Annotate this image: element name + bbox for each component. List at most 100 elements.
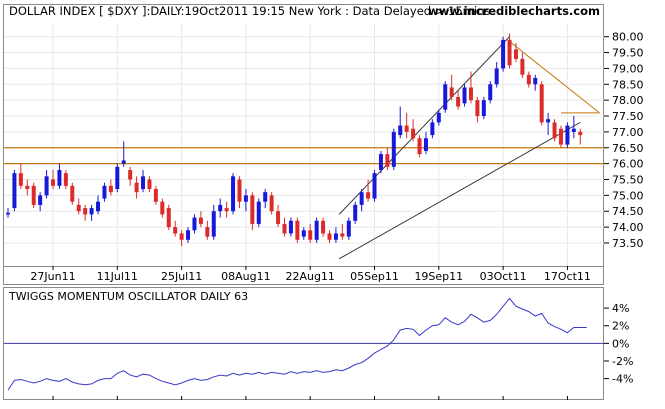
candle-body-down [468,87,473,101]
candle-body-down [160,201,165,215]
candle-body-down [198,217,203,224]
candle-body-up [102,185,107,199]
candle-body-up [481,100,486,117]
candle [128,166,133,186]
candle [346,217,351,240]
candle [263,189,268,209]
candle-body-down [366,192,371,199]
candle-body-up [89,208,94,215]
candle [76,198,81,215]
candle [38,192,43,212]
candle-body-up [423,138,428,151]
candle [51,169,56,190]
candle-body-up [462,87,467,104]
candle-body-down [552,122,557,139]
x-tick-label: 05Sep11 [350,270,399,283]
candle-body-down [417,138,422,155]
candle-body-down [308,230,313,240]
oscillator-series [4,297,604,391]
candle [372,169,377,202]
chart-title: DOLLAR INDEX [ $DXY ]:DAILY:19Oct2011 19… [9,4,490,18]
candle [218,198,223,218]
candle-body-down [282,223,287,234]
candle [565,122,570,148]
candle [378,150,383,174]
candle [102,182,107,202]
candle-body-down [520,58,525,75]
candle-body-down [404,125,409,132]
candle-body-down [224,208,229,212]
candle-body-down [558,128,563,145]
price-yaxis: 80.00 79.50 79.00 78.50 78.00 77.50 77.00 76.50… [604,31,644,250]
candle [166,204,171,231]
candle-body-up [263,192,268,202]
price-tick-label: 78.00 [612,94,644,107]
candle [250,192,255,231]
candle-body-up [243,195,248,202]
candle [179,230,184,247]
osc-tick-label: -4% [612,373,633,386]
candle [141,169,146,193]
price-tick-label: 76.00 [612,158,644,171]
candle-body-up [398,125,403,136]
candle [256,198,261,228]
candle [70,182,75,205]
candle [417,135,422,158]
candle-body-down [578,131,583,136]
candle-body-up [346,220,351,237]
candle-body-up [288,220,293,234]
candle [147,176,152,193]
candle [89,204,94,221]
candlesticks [6,33,583,247]
trendline-line [509,41,600,114]
candle-body-down [18,173,23,186]
candle-body-up [231,176,236,212]
candle-body-up [501,39,506,69]
candle [57,163,62,190]
candle [494,62,499,88]
candle-body-down [63,173,68,186]
candle-body-up [6,212,10,215]
osc-tick-label: 4% [612,302,629,315]
price-tick-label: 77.50 [612,110,644,123]
candle-body-down [295,220,300,240]
price-tick-label: 73.50 [612,237,644,250]
candle [269,192,274,215]
candle [231,173,236,215]
candle [333,227,338,243]
candle-body-up [391,131,396,167]
candle-body-down [321,220,326,234]
candle-body-down [276,211,281,224]
candle-body-up [314,220,319,240]
candle [353,201,358,224]
oscillator-title: TWIGGS MOMENTUM OSCILLATOR DAILY 63 [8,290,248,303]
candle [96,195,101,215]
candle [308,223,313,243]
candle [6,208,10,218]
candle-body-down [449,87,454,97]
candle-body-up [488,84,493,101]
candle [423,131,428,155]
candle [456,90,461,110]
candle [108,179,113,196]
candle [398,106,403,139]
candle-body-up [571,128,576,132]
candle [327,230,332,243]
trend-lines [338,36,600,260]
candle-body-up [211,211,216,237]
candle-body-up [372,173,377,199]
candle [314,217,319,243]
x-tick-label: 27Jun11 [30,270,75,283]
candle [513,43,518,63]
x-tick-label: 22Aug11 [285,270,334,283]
osc-tick-label: -2% [612,355,633,368]
candle [205,220,210,240]
candle [63,169,68,190]
candle [546,112,551,136]
x-tick-label: 19Sep11 [414,270,463,283]
candle [160,198,165,218]
candle [295,217,300,243]
candle [237,176,242,209]
price-tick-label: 78.50 [612,78,644,91]
